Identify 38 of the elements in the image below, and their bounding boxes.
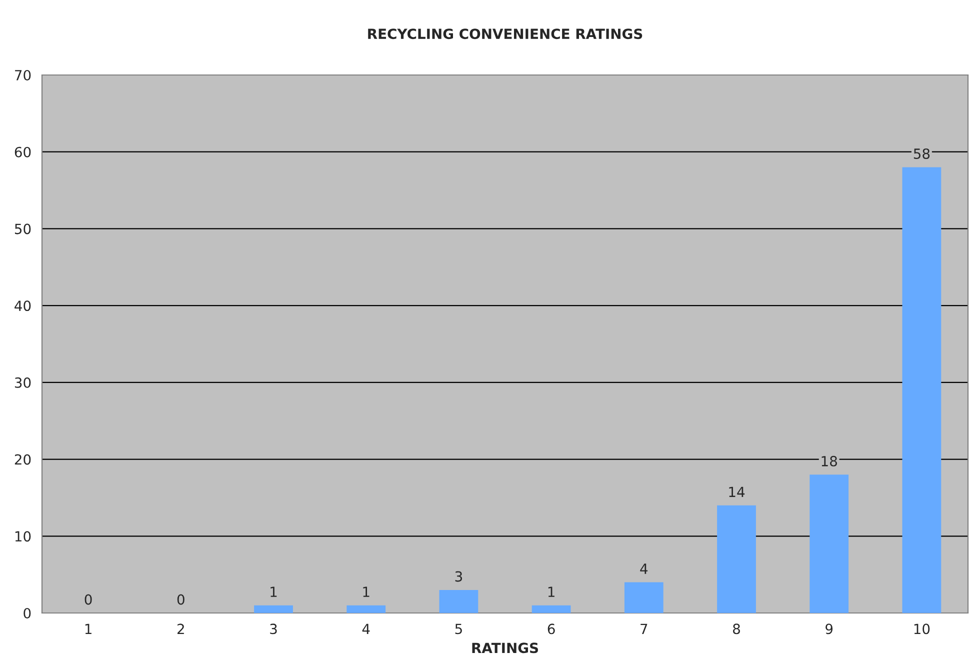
data-label: 14 [729,486,745,497]
data-label: 0 [84,594,92,605]
data-label: 58 [914,148,930,159]
y-tick-label: 70 [15,70,31,80]
x-tick-label: 7 [640,624,648,634]
x-axis-title: RATINGS [472,642,538,654]
x-tick-label: 2 [178,624,184,634]
y-tick-label: 30 [14,377,31,388]
y-tick-label: 50 [14,224,31,234]
bar [624,582,664,613]
data-label: 1 [270,586,277,597]
data-label: 1 [363,586,370,597]
data-label: 3 [455,571,462,582]
bar [254,605,293,613]
x-tick-label: 10 [914,624,930,634]
bar [902,167,942,613]
y-tick-label: 10 [15,531,31,542]
x-tick-label: 1 [85,624,92,634]
data-label: 0 [177,594,184,605]
x-tick-label: 5 [455,624,462,634]
bar [717,505,756,613]
data-label: 4 [640,564,648,574]
x-tick-label: 6 [548,624,555,634]
data-label: 1 [548,586,554,597]
data-label: 18 [822,456,837,466]
y-tick-label: 20 [14,454,31,465]
bar [346,605,386,613]
x-tick-label: 4 [362,624,370,634]
bar [439,590,478,613]
x-tick-label: 8 [733,624,740,634]
y-tick-label: 0 [24,608,31,618]
y-tick-label: 40 [14,300,31,312]
chart-title: RECYCLING CONVENIENCE RATINGS [368,28,642,40]
x-tick-label: 3 [270,624,277,634]
y-tick-label: 60 [14,146,31,158]
x-tick-label: 9 [826,624,833,634]
bar [810,474,849,613]
bar [532,605,571,613]
